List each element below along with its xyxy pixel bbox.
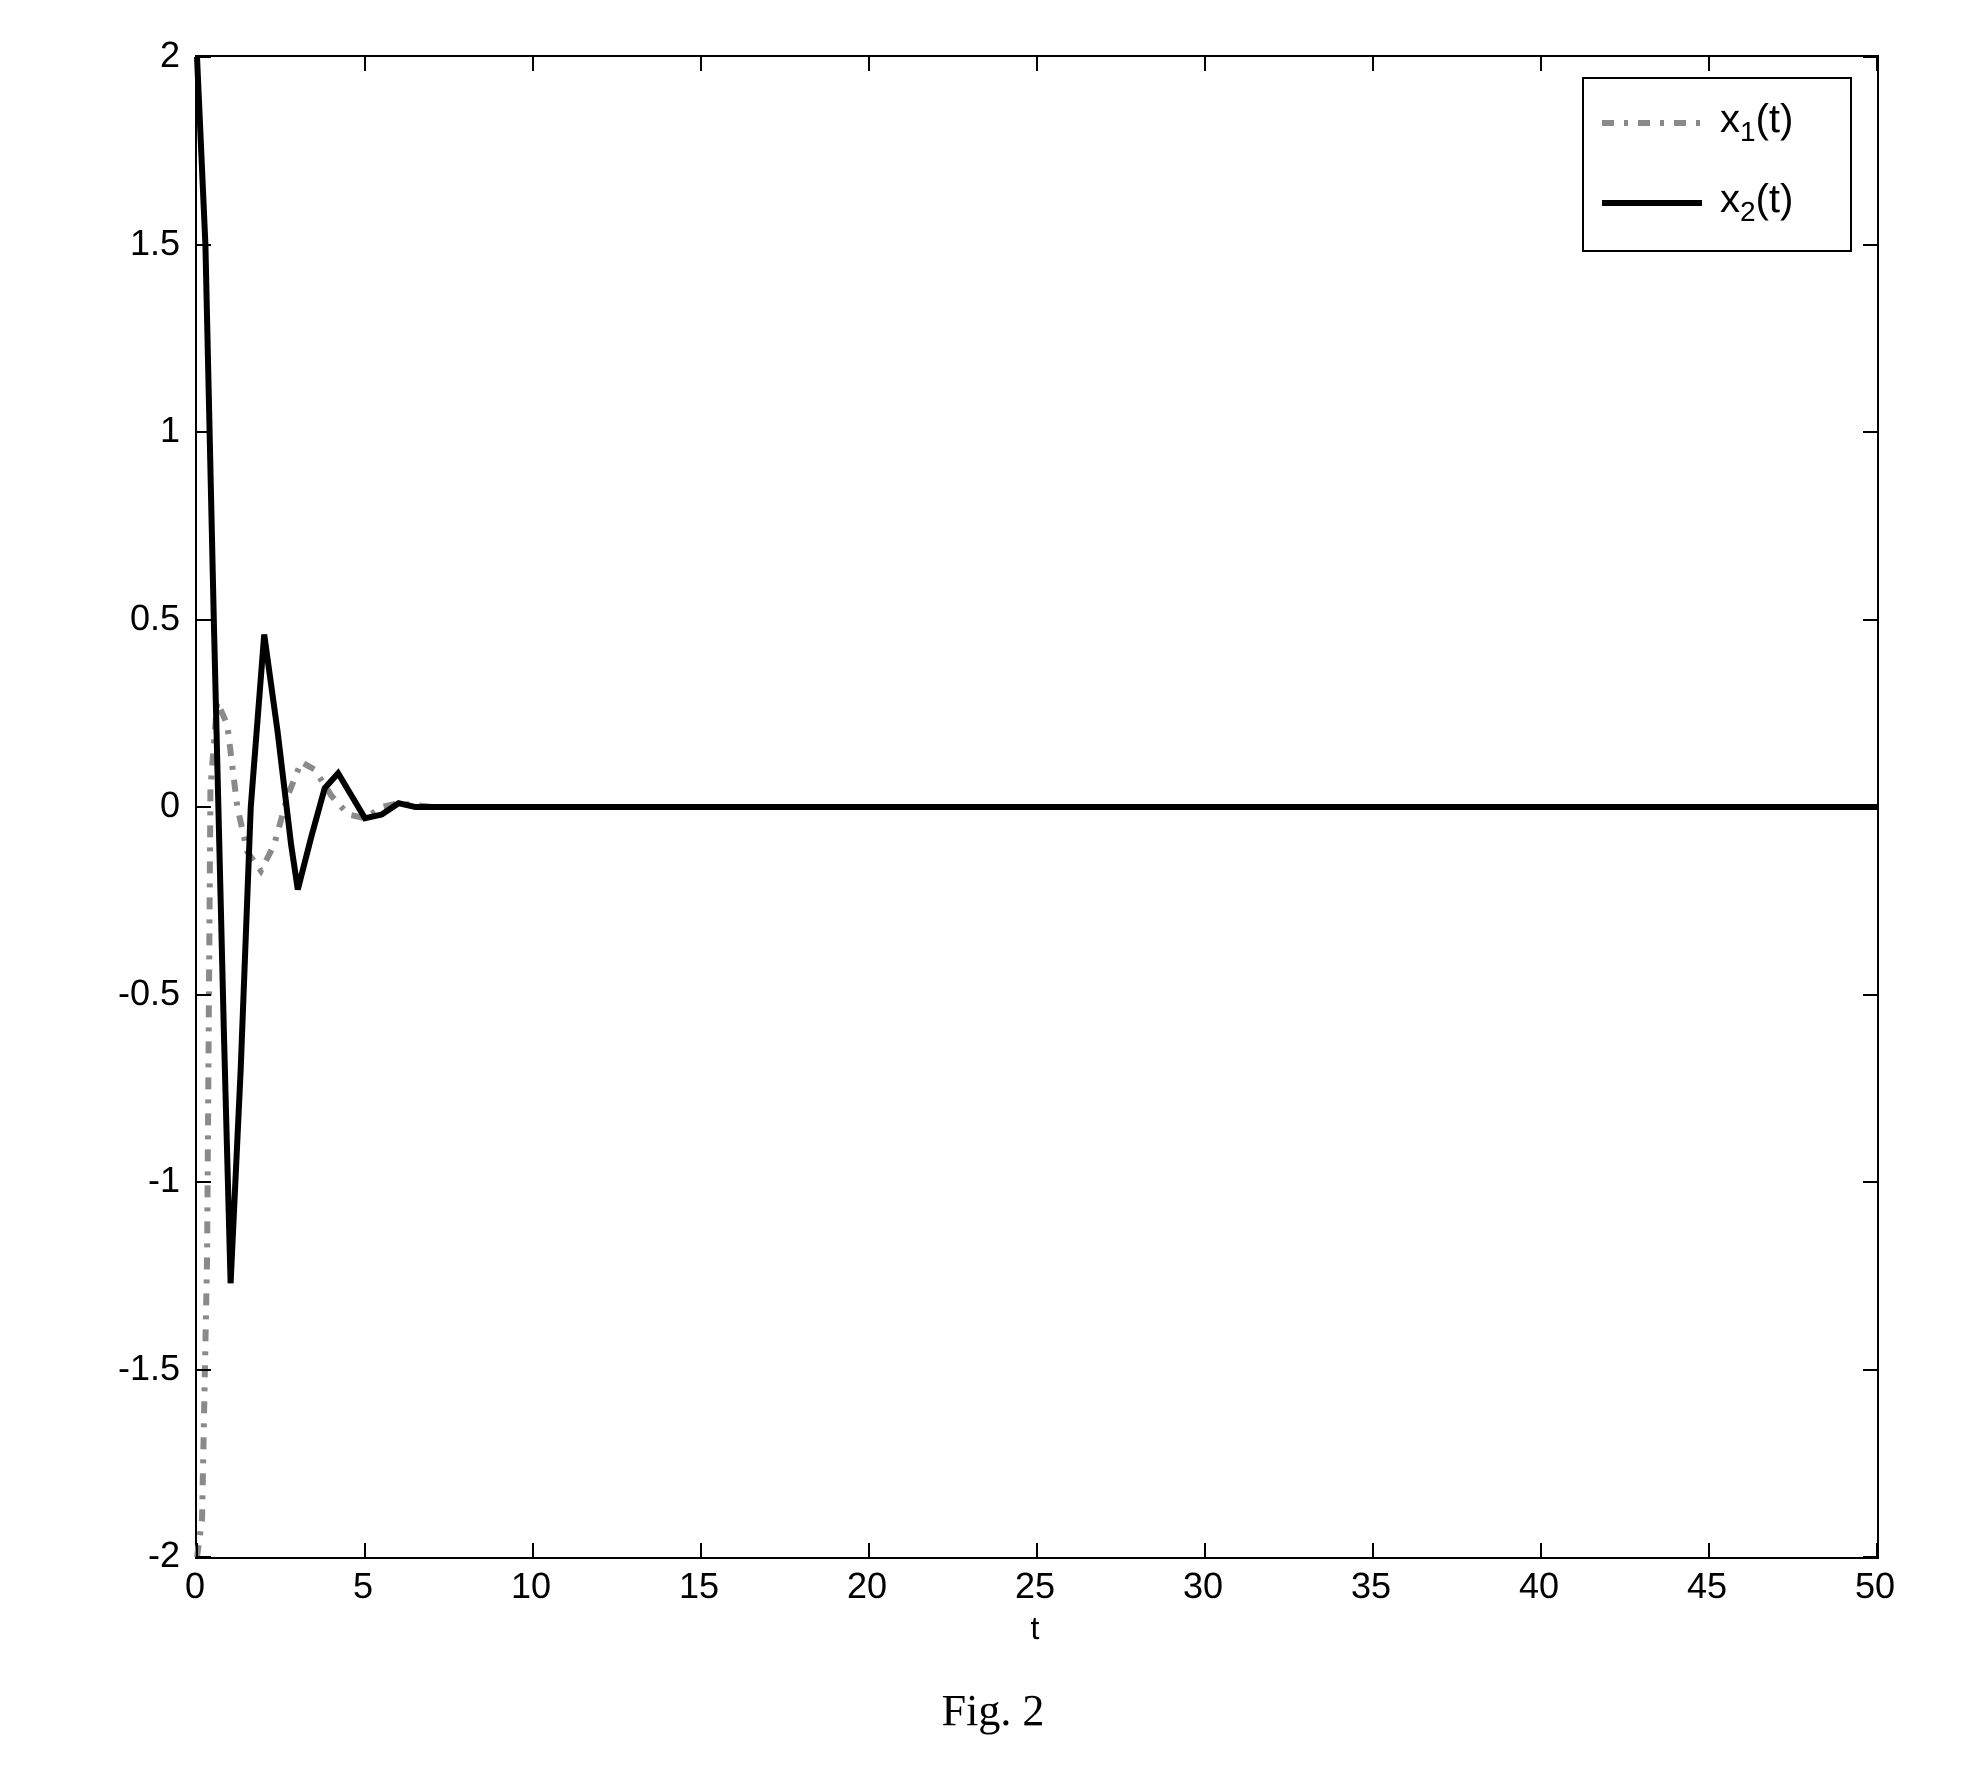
tick-mark [197, 1369, 211, 1371]
xtick-label: 35 [1351, 1565, 1391, 1607]
xtick-label: 50 [1855, 1565, 1895, 1607]
tick-mark [196, 1543, 198, 1557]
tick-mark [197, 994, 211, 996]
tick-mark [197, 1181, 211, 1183]
legend-swatch [1602, 103, 1702, 143]
tick-mark [197, 244, 211, 246]
tick-mark [364, 57, 366, 71]
figure-container: x1(t) x2(t) -2 -1.5 -1 -0.5 0 0.5 1 1.5 2 0 5 10 15 2… [0, 0, 1986, 1789]
tick-mark [196, 57, 198, 71]
x-axis-label: t [1031, 1610, 1040, 1647]
legend-box: x1(t) x2(t) [1582, 77, 1852, 252]
xtick-label: 0 [185, 1565, 205, 1607]
tick-mark [1036, 1543, 1038, 1557]
tick-mark [1708, 57, 1710, 71]
xtick-label: 40 [1519, 1565, 1559, 1607]
xtick-label: 20 [847, 1565, 887, 1607]
tick-mark [1863, 431, 1877, 433]
tick-mark [1036, 57, 1038, 71]
tick-mark [197, 619, 211, 621]
ytick-label: -1.5 [95, 1347, 180, 1389]
ytick-label: 0.5 [95, 597, 180, 639]
tick-mark [1708, 1543, 1710, 1557]
tick-mark [1204, 57, 1206, 71]
tick-mark [364, 1543, 366, 1557]
ytick-label: 1 [95, 409, 180, 451]
legend-swatch [1602, 183, 1702, 223]
tick-mark [700, 57, 702, 71]
legend-entry: x1(t) [1602, 97, 1793, 148]
tick-mark [532, 57, 534, 71]
xtick-label: 10 [511, 1565, 551, 1607]
tick-mark [197, 806, 211, 808]
tick-mark [1863, 56, 1877, 58]
figure-caption: Fig. 2 [942, 1685, 1045, 1736]
legend-entry: x2(t) [1602, 177, 1793, 228]
tick-mark [1863, 994, 1877, 996]
ytick-label: -1 [95, 1159, 180, 1201]
tick-mark [1540, 1543, 1542, 1557]
tick-mark [1372, 57, 1374, 71]
tick-mark [1876, 1543, 1878, 1557]
tick-mark [1876, 57, 1878, 71]
ytick-label: 1.5 [95, 222, 180, 264]
xtick-label: 30 [1183, 1565, 1223, 1607]
tick-mark [868, 57, 870, 71]
tick-mark [197, 56, 211, 58]
tick-mark [1863, 1556, 1877, 1558]
tick-mark [1863, 806, 1877, 808]
ytick-label: 2 [95, 34, 180, 76]
tick-mark [532, 1543, 534, 1557]
plot-svg [197, 57, 1877, 1557]
tick-mark [197, 1556, 211, 1558]
xtick-label: 45 [1687, 1565, 1727, 1607]
ytick-label: -2 [95, 1534, 180, 1576]
plot-area: x1(t) x2(t) [195, 55, 1879, 1559]
tick-mark [700, 1543, 702, 1557]
tick-mark [1372, 1543, 1374, 1557]
ytick-label: -0.5 [95, 972, 180, 1014]
ytick-label: 0 [95, 784, 180, 826]
tick-mark [1204, 1543, 1206, 1557]
tick-mark [1863, 244, 1877, 246]
tick-mark [197, 431, 211, 433]
xtick-label: 5 [353, 1565, 373, 1607]
tick-mark [868, 1543, 870, 1557]
xtick-label: 15 [679, 1565, 719, 1607]
legend-label: x1(t) [1720, 97, 1793, 148]
legend-label: x2(t) [1720, 177, 1793, 228]
series-x1 [197, 702, 1877, 1557]
tick-mark [1863, 619, 1877, 621]
xtick-label: 25 [1015, 1565, 1055, 1607]
tick-mark [1863, 1181, 1877, 1183]
tick-mark [1863, 1369, 1877, 1371]
tick-mark [1540, 57, 1542, 71]
